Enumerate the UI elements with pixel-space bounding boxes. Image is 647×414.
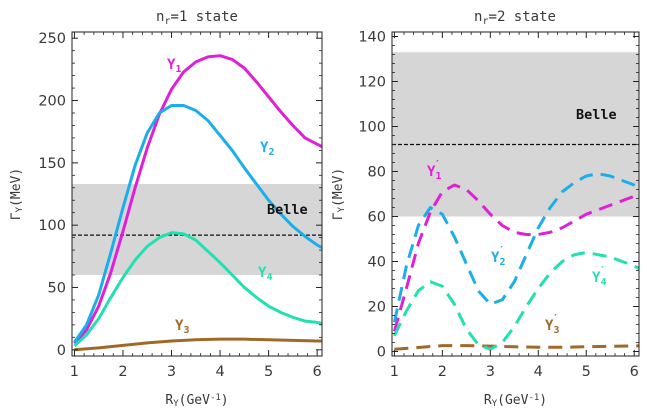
y-tick-label: 200 [38,94,66,110]
y-tick-label: 100 [358,120,386,136]
y-tick-label: 100 [38,218,66,234]
series-label: Y4 [258,265,272,283]
y-tick-label: 120 [358,75,386,91]
series-label: Y1′ [427,159,441,182]
panel-title: nr=1 state [156,9,238,27]
series-label: Y3 [175,318,189,336]
series-line-4 [73,231,322,348]
series-line-2 [73,104,322,344]
plot-frame [71,31,323,357]
x-tick-label: 4 [215,364,224,380]
x-tick-label: 4 [534,364,543,380]
y-tick-label: 80 [368,165,386,181]
x-tick-label: 5 [582,364,591,380]
plot-frame [391,31,640,357]
y-tick-label: 50 [48,280,66,296]
x-tick-label: 6 [630,364,639,380]
series-line-1 [73,54,322,345]
x-axis-label: RY(GeV-1) [484,393,547,409]
panel-title: nr=2 state [474,9,556,27]
y-tick-label: 20 [368,300,386,316]
belle-label: Belle [267,202,308,218]
series-line-1-prime [392,183,639,332]
series-label: Y2 [260,140,274,158]
series-line-4-prime [393,251,639,351]
series-line-2-prime [392,172,639,323]
y-tick-label: 150 [38,156,66,172]
x-tick-label: 1 [70,364,79,380]
y-tick-label: 0 [57,343,66,359]
belle-band [392,52,639,217]
y-tick-label: 0 [377,345,386,361]
y-tick-label: 40 [368,255,386,271]
series-label: Y1 [167,57,181,75]
x-tick-label: 1 [390,364,399,380]
belle-label: Belle [576,107,617,123]
series-label: Y4′ [592,265,606,288]
x-tick-label: 2 [118,364,127,380]
y-tick-label: 250 [38,31,66,47]
x-axis-label: RY(GeV-1) [165,393,228,409]
x-tick-label: 3 [167,364,176,380]
panel-nr1: 1 2 3 4 5 6 0 50 100 150 200 250 nr=1 state RY(GeV-1)… [9,9,323,409]
y-axis-label: ΓY(MeV) [9,168,25,220]
x-tick-label: 2 [438,364,447,380]
x-tick-label: 5 [264,364,273,380]
series-line-3-prime [394,344,639,351]
x-tick-label: 6 [313,364,322,380]
y-tick-label: 140 [358,30,386,46]
y-axis-label: ΓY(MeV) [331,168,347,220]
series-label: Y3′ [545,313,559,336]
y-tick-label: 60 [368,210,386,226]
series-line-3 [74,337,322,352]
series-label: Y2′ [491,245,505,268]
x-tick-label: 3 [486,364,495,380]
